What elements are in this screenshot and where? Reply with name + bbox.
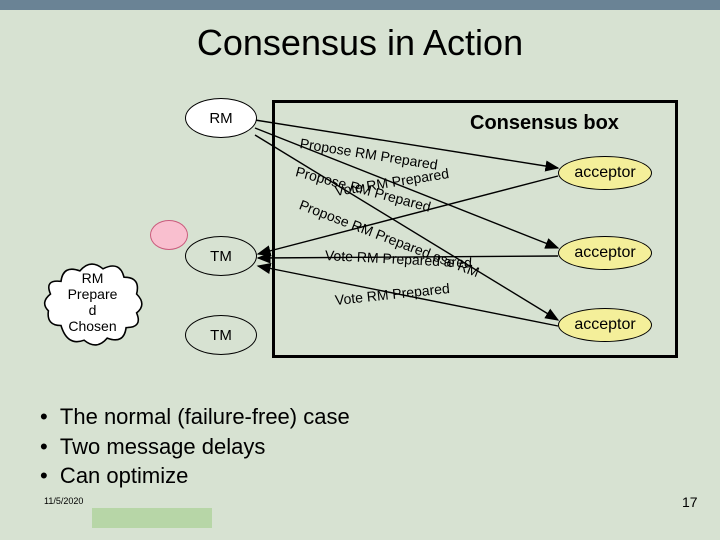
acc3-label: acceptor <box>574 316 635 334</box>
acceptor-node-2: acceptor <box>558 236 652 270</box>
page-number: 17 <box>682 494 698 510</box>
rose-node <box>150 220 188 250</box>
cloud-text: RMPreparedChosen <box>68 270 118 334</box>
bottom-swatch <box>92 508 212 528</box>
bullet-item: • Two message delays <box>40 432 350 462</box>
bullet-list: • The normal (failure-free) case• Two me… <box>40 402 350 491</box>
tm-node-2: TM <box>185 315 257 355</box>
tm2-label: TM <box>210 327 232 344</box>
acceptor-node-3: acceptor <box>558 308 652 342</box>
bullet-item: • Can optimize <box>40 461 350 491</box>
rm-node: RM <box>185 98 257 138</box>
top-band <box>0 0 720 10</box>
acc1-label: acceptor <box>574 164 635 182</box>
chosen-cloud: RMPreparedChosen <box>40 252 145 352</box>
slide-title: Consensus in Action <box>0 22 720 64</box>
consensus-box-label: Consensus box <box>470 112 619 135</box>
rm-label: RM <box>209 110 232 127</box>
bullet-item: • The normal (failure-free) case <box>40 402 350 432</box>
acceptor-node-1: acceptor <box>558 156 652 190</box>
acc2-label: acceptor <box>574 244 635 262</box>
tm-node-1: TM <box>185 236 257 276</box>
tm1-label: TM <box>210 248 232 265</box>
footer-date: 11/5/2020 <box>44 496 83 506</box>
